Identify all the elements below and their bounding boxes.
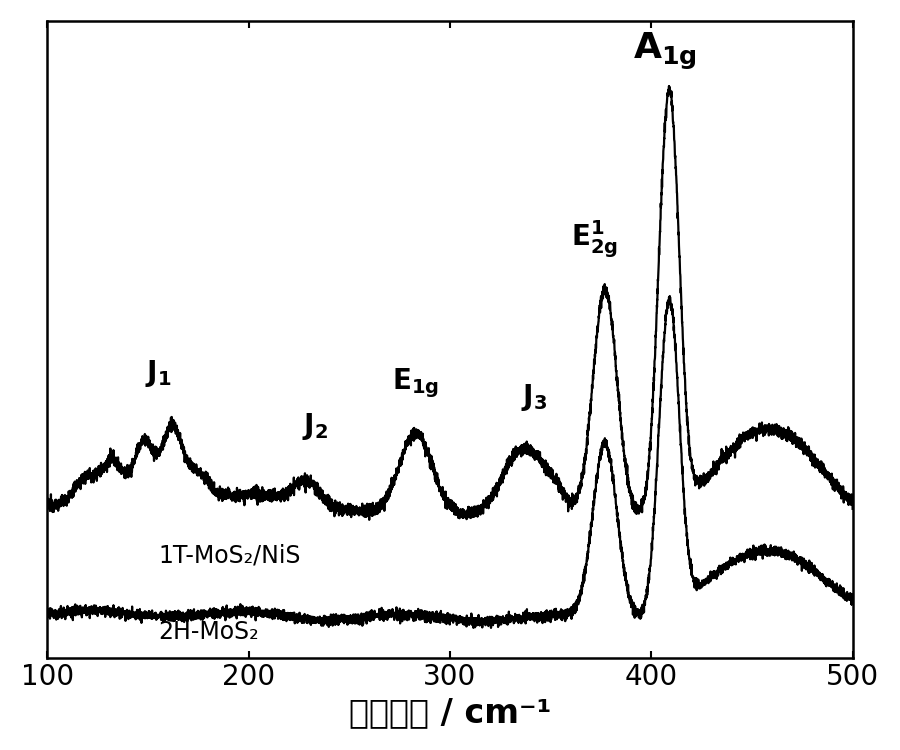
Text: $\mathbf{A_{1g}}$: $\mathbf{A_{1g}}$ xyxy=(634,31,698,72)
X-axis label: 拉曼位移 / cm⁻¹: 拉曼位移 / cm⁻¹ xyxy=(349,696,551,729)
Text: $\mathbf{J_1}$: $\mathbf{J_1}$ xyxy=(145,358,171,388)
Text: 1T-MoS₂/NiS: 1T-MoS₂/NiS xyxy=(158,543,301,567)
Text: $\mathbf{J_3}$: $\mathbf{J_3}$ xyxy=(521,382,547,413)
Text: $\mathbf{E^1_{2g}}$: $\mathbf{E^1_{2g}}$ xyxy=(572,218,618,260)
Text: 2H-MoS₂: 2H-MoS₂ xyxy=(158,620,258,644)
Text: $\mathbf{E_{1g}}$: $\mathbf{E_{1g}}$ xyxy=(392,367,439,400)
Text: $\mathbf{J_2}$: $\mathbf{J_2}$ xyxy=(302,411,328,442)
